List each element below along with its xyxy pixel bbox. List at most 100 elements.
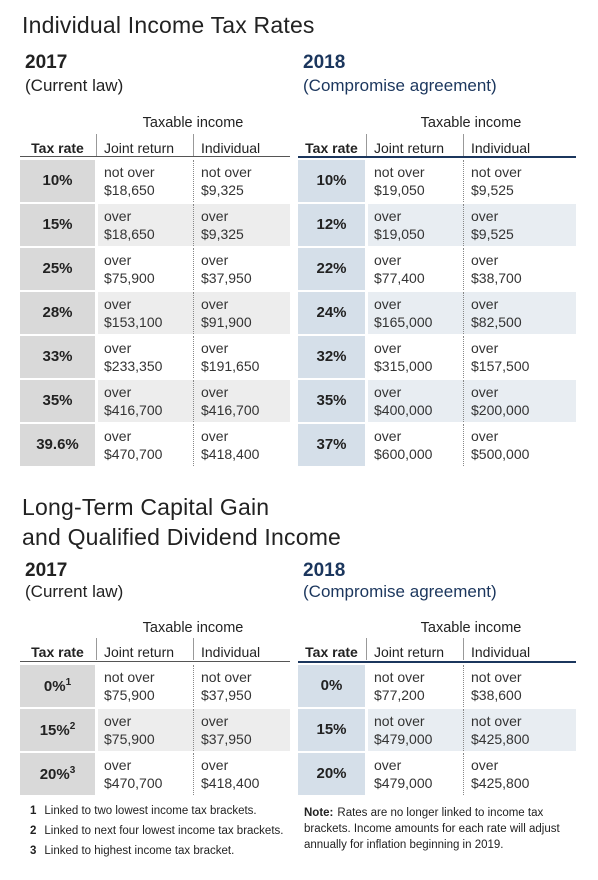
- header-divider: [366, 638, 367, 660]
- joint-text: over: [374, 252, 402, 268]
- footnote: 3 Linked to highest income tax bracket.: [30, 845, 234, 857]
- individual-text: $9,525: [471, 182, 514, 198]
- individual-text: not over: [471, 669, 522, 685]
- footnote-number: 3: [30, 845, 37, 857]
- individual-text: $91,900: [201, 314, 252, 330]
- individual-text: $500,000: [471, 446, 530, 462]
- cell-divider: [463, 160, 464, 202]
- rate-value: 15%: [42, 216, 73, 233]
- column-header: Individual: [471, 644, 531, 660]
- rate-value: 15%: [316, 721, 347, 738]
- rate-cell: [20, 248, 95, 290]
- individual-text: over: [471, 208, 499, 224]
- rate-value: 20%: [39, 766, 70, 783]
- joint-text: over: [374, 428, 402, 444]
- joint-text: over: [104, 428, 132, 444]
- rate: 24%: [298, 304, 365, 321]
- group-header: Taxable income: [142, 620, 244, 636]
- individual-text: over: [471, 252, 499, 268]
- cell-divider: [463, 204, 464, 246]
- joint-text: $77,400: [374, 270, 425, 286]
- rate-value: 10%: [42, 172, 73, 189]
- individual-text: $82,500: [471, 314, 522, 330]
- section-title: and Qualified Dividend Income: [22, 524, 342, 550]
- joint-text: $153,100: [104, 314, 163, 330]
- joint-text: not over: [374, 164, 425, 180]
- joint-text: $18,650: [104, 182, 155, 198]
- joint-text: $600,000: [374, 446, 433, 462]
- individual-text: $191,650: [201, 358, 260, 374]
- rate-value: 0%: [43, 678, 66, 695]
- rate-value: 20%: [316, 765, 347, 782]
- row-background: [98, 380, 290, 422]
- header-divider: [193, 638, 194, 660]
- cell-divider: [463, 336, 464, 378]
- footnote: 1 Linked to two lowest income tax bracket…: [30, 805, 257, 817]
- header-rule: [20, 156, 290, 157]
- joint-text: over: [374, 340, 402, 356]
- individual-text: over: [201, 296, 229, 312]
- rate-value: 32%: [316, 348, 347, 365]
- column-header: Joint return: [104, 644, 175, 660]
- header-divider: [463, 134, 464, 156]
- joint-text: over: [374, 384, 402, 400]
- rate: 33%: [20, 348, 95, 365]
- individual-text: not over: [471, 713, 522, 729]
- individual-text: $416,700: [201, 402, 260, 418]
- joint-text: over: [104, 384, 132, 400]
- rate: 22%: [298, 260, 365, 277]
- panel-subtitle: (Current law): [25, 76, 124, 95]
- panel-year: 2018: [303, 560, 346, 581]
- individual-text: over: [471, 384, 499, 400]
- column-header: Tax rate: [31, 140, 84, 156]
- rate-cell: [20, 204, 95, 246]
- individual-text: over: [201, 757, 229, 773]
- cell-divider: [463, 292, 464, 334]
- rate-cell: [298, 665, 365, 707]
- column-header: Individual: [201, 644, 261, 660]
- group-header: Taxable income: [142, 115, 244, 131]
- note: Note: Rates are no longer linked to incom…: [304, 805, 572, 853]
- individual-text: $9,325: [201, 182, 244, 198]
- rate-cell: [20, 709, 95, 751]
- joint-text: $470,700: [104, 775, 163, 791]
- cell-divider: [193, 380, 194, 422]
- rate: 35%: [20, 392, 95, 409]
- panel-year: 2017: [25, 560, 68, 581]
- individual-text: $425,800: [471, 775, 530, 791]
- individual-text: $37,950: [201, 731, 252, 747]
- rate-cell: [298, 336, 365, 378]
- joint-text: $75,900: [104, 687, 155, 703]
- rate: 10%: [20, 172, 95, 189]
- individual-text: over: [471, 340, 499, 356]
- joint-text: $165,000: [374, 314, 433, 330]
- individual-text: $9,325: [201, 226, 244, 242]
- note-text: Rates are no longer linked to income tax…: [304, 807, 560, 851]
- rate-cell: [20, 424, 95, 466]
- individual-text: $425,800: [471, 731, 530, 747]
- joint-text: over: [104, 340, 132, 356]
- rate: 20%: [298, 765, 365, 782]
- individual-text: over: [201, 208, 229, 224]
- joint-text: $416,700: [104, 402, 163, 418]
- panel-subtitle: (Compromise agreement): [303, 76, 497, 95]
- rate-value: 0%: [320, 677, 343, 694]
- cell-divider: [193, 248, 194, 290]
- rate-value: 39.6%: [36, 436, 79, 453]
- row-background: [368, 380, 576, 422]
- rate: 0%1: [20, 677, 95, 695]
- joint-text: not over: [374, 713, 425, 729]
- joint-text: not over: [104, 164, 155, 180]
- rate-value: 12%: [316, 216, 347, 233]
- header-rule: [298, 661, 576, 663]
- individual-text: $200,000: [471, 402, 530, 418]
- rate-footnote-ref: 3: [69, 765, 76, 776]
- cell-divider: [463, 709, 464, 751]
- rate-value: 24%: [316, 304, 347, 321]
- joint-text: $479,000: [374, 731, 433, 747]
- individual-text: over: [201, 384, 229, 400]
- rate: 25%: [20, 260, 95, 277]
- rate-cell: [20, 665, 95, 707]
- individual-text: $37,950: [201, 270, 252, 286]
